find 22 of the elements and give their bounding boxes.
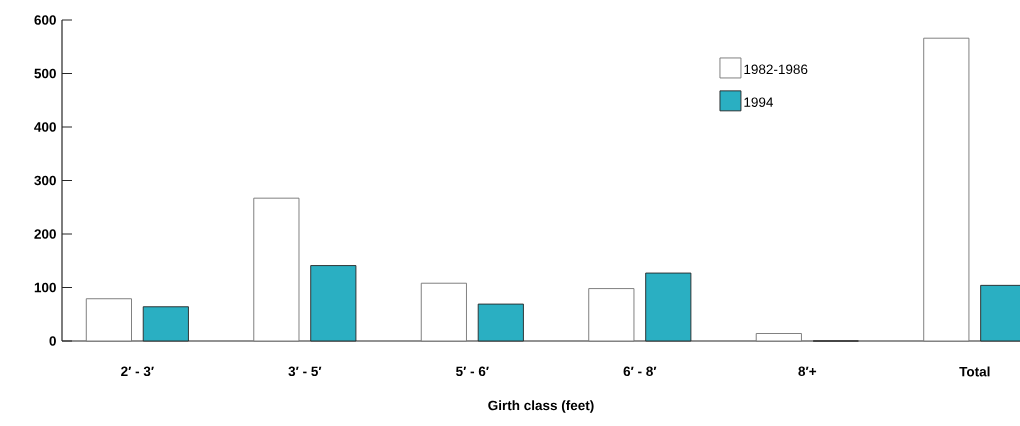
legend-label: 1994 (744, 97, 774, 107)
x-tick-label: 3′ - 5′ (288, 366, 322, 377)
x-tick-label: 2′ - 3′ (121, 366, 154, 377)
x-axis-title: Girth class (feet) (488, 400, 594, 413)
x-tick-label: 8′+ (798, 366, 817, 377)
x-tick-label: 5′ - 6′ (456, 366, 489, 377)
bar (923, 37, 970, 342)
y-tick-label: 300 (34, 175, 56, 186)
bar (588, 288, 635, 342)
bar (420, 282, 467, 342)
y-tick-label: 0 (49, 336, 56, 346)
bar (85, 298, 132, 342)
bar (253, 197, 300, 342)
y-tick-label: 600 (34, 15, 56, 25)
legend-label: 1982-1986 (744, 64, 808, 75)
y-tick-label: 500 (34, 68, 56, 79)
y-tick-label: 100 (34, 282, 56, 293)
bar (755, 333, 802, 342)
x-tick-label: 6′ - 8′ (623, 366, 657, 377)
y-tick-label: 200 (34, 229, 56, 239)
x-tick-label: Total (959, 366, 990, 377)
y-tick-label: 400 (34, 122, 56, 132)
